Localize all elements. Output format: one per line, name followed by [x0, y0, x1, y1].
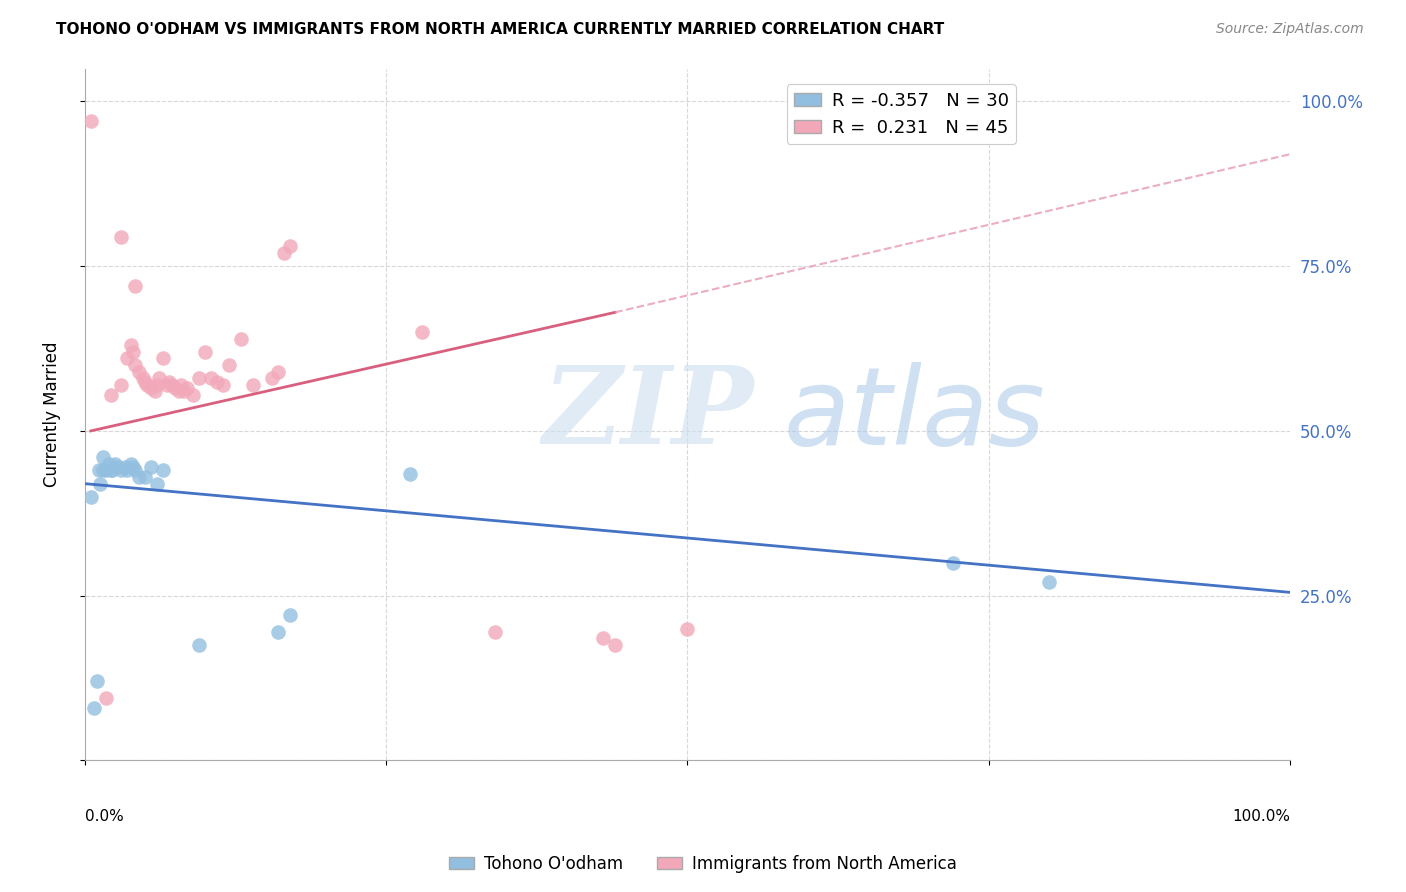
- Point: [124, 358, 146, 372]
- Point: [101, 463, 124, 477]
- Point: [399, 467, 422, 481]
- Point: [128, 470, 150, 484]
- Point: [188, 371, 211, 385]
- Text: atlas: atlas: [785, 362, 1046, 467]
- Text: Source: ZipAtlas.com: Source: ZipAtlas.com: [1216, 22, 1364, 37]
- Point: [80, 490, 103, 504]
- Legend: R = -0.357   N = 30, R =  0.231   N = 45: R = -0.357 N = 30, R = 0.231 N = 45: [786, 85, 1017, 144]
- Point: [273, 246, 295, 260]
- Point: [200, 371, 222, 385]
- Point: [122, 344, 145, 359]
- Y-axis label: Currently Married: Currently Married: [44, 342, 60, 487]
- Point: [165, 381, 187, 395]
- Point: [152, 351, 174, 366]
- Point: [260, 371, 283, 385]
- Point: [128, 365, 150, 379]
- Point: [110, 377, 132, 392]
- Point: [484, 624, 506, 639]
- Legend: Tohono O'odham, Immigrants from North America: Tohono O'odham, Immigrants from North Am…: [443, 848, 963, 880]
- Point: [146, 476, 169, 491]
- Point: [110, 463, 132, 477]
- Point: [97, 457, 120, 471]
- Point: [278, 239, 301, 253]
- Point: [148, 371, 170, 385]
- Point: [207, 375, 229, 389]
- Point: [136, 377, 159, 392]
- Text: TOHONO O'ODHAM VS IMMIGRANTS FROM NORTH AMERICA CURRENTLY MARRIED CORRELATION CH: TOHONO O'ODHAM VS IMMIGRANTS FROM NORTH …: [56, 22, 945, 37]
- Point: [131, 371, 153, 385]
- Point: [107, 460, 129, 475]
- Point: [218, 358, 240, 372]
- Point: [231, 332, 253, 346]
- Point: [122, 460, 145, 475]
- Point: [120, 457, 142, 471]
- Point: [89, 463, 111, 477]
- Point: [86, 674, 108, 689]
- Text: ZIP: ZIP: [543, 361, 754, 467]
- Point: [278, 608, 301, 623]
- Point: [266, 624, 288, 639]
- Point: [134, 375, 156, 389]
- Point: [603, 638, 626, 652]
- Point: [167, 384, 190, 399]
- Point: [160, 377, 183, 392]
- Point: [124, 279, 146, 293]
- Point: [89, 476, 111, 491]
- Point: [170, 377, 193, 392]
- Point: [181, 387, 204, 401]
- Point: [411, 325, 433, 339]
- Point: [242, 377, 264, 392]
- Text: 0.0%: 0.0%: [84, 809, 124, 824]
- Point: [176, 381, 198, 395]
- Point: [139, 381, 162, 395]
- Point: [139, 460, 162, 475]
- Point: [80, 114, 103, 128]
- Point: [592, 632, 614, 646]
- Text: 100.0%: 100.0%: [1232, 809, 1291, 824]
- Point: [115, 351, 138, 366]
- Point: [146, 377, 169, 392]
- Point: [942, 556, 965, 570]
- Point: [212, 377, 235, 392]
- Point: [100, 463, 122, 477]
- Point: [143, 384, 166, 399]
- Point: [188, 638, 211, 652]
- Point: [266, 365, 288, 379]
- Point: [134, 470, 156, 484]
- Point: [91, 450, 114, 465]
- Point: [1038, 575, 1060, 590]
- Point: [115, 463, 138, 477]
- Point: [96, 463, 118, 477]
- Point: [676, 622, 699, 636]
- Point: [120, 338, 142, 352]
- Point: [114, 460, 136, 475]
- Point: [157, 375, 180, 389]
- Point: [96, 690, 118, 705]
- Point: [91, 463, 114, 477]
- Point: [110, 229, 132, 244]
- Point: [173, 384, 195, 399]
- Point: [152, 463, 174, 477]
- Point: [83, 700, 105, 714]
- Point: [104, 457, 127, 471]
- Point: [124, 463, 146, 477]
- Point: [156, 377, 179, 392]
- Point: [100, 387, 122, 401]
- Point: [194, 344, 217, 359]
